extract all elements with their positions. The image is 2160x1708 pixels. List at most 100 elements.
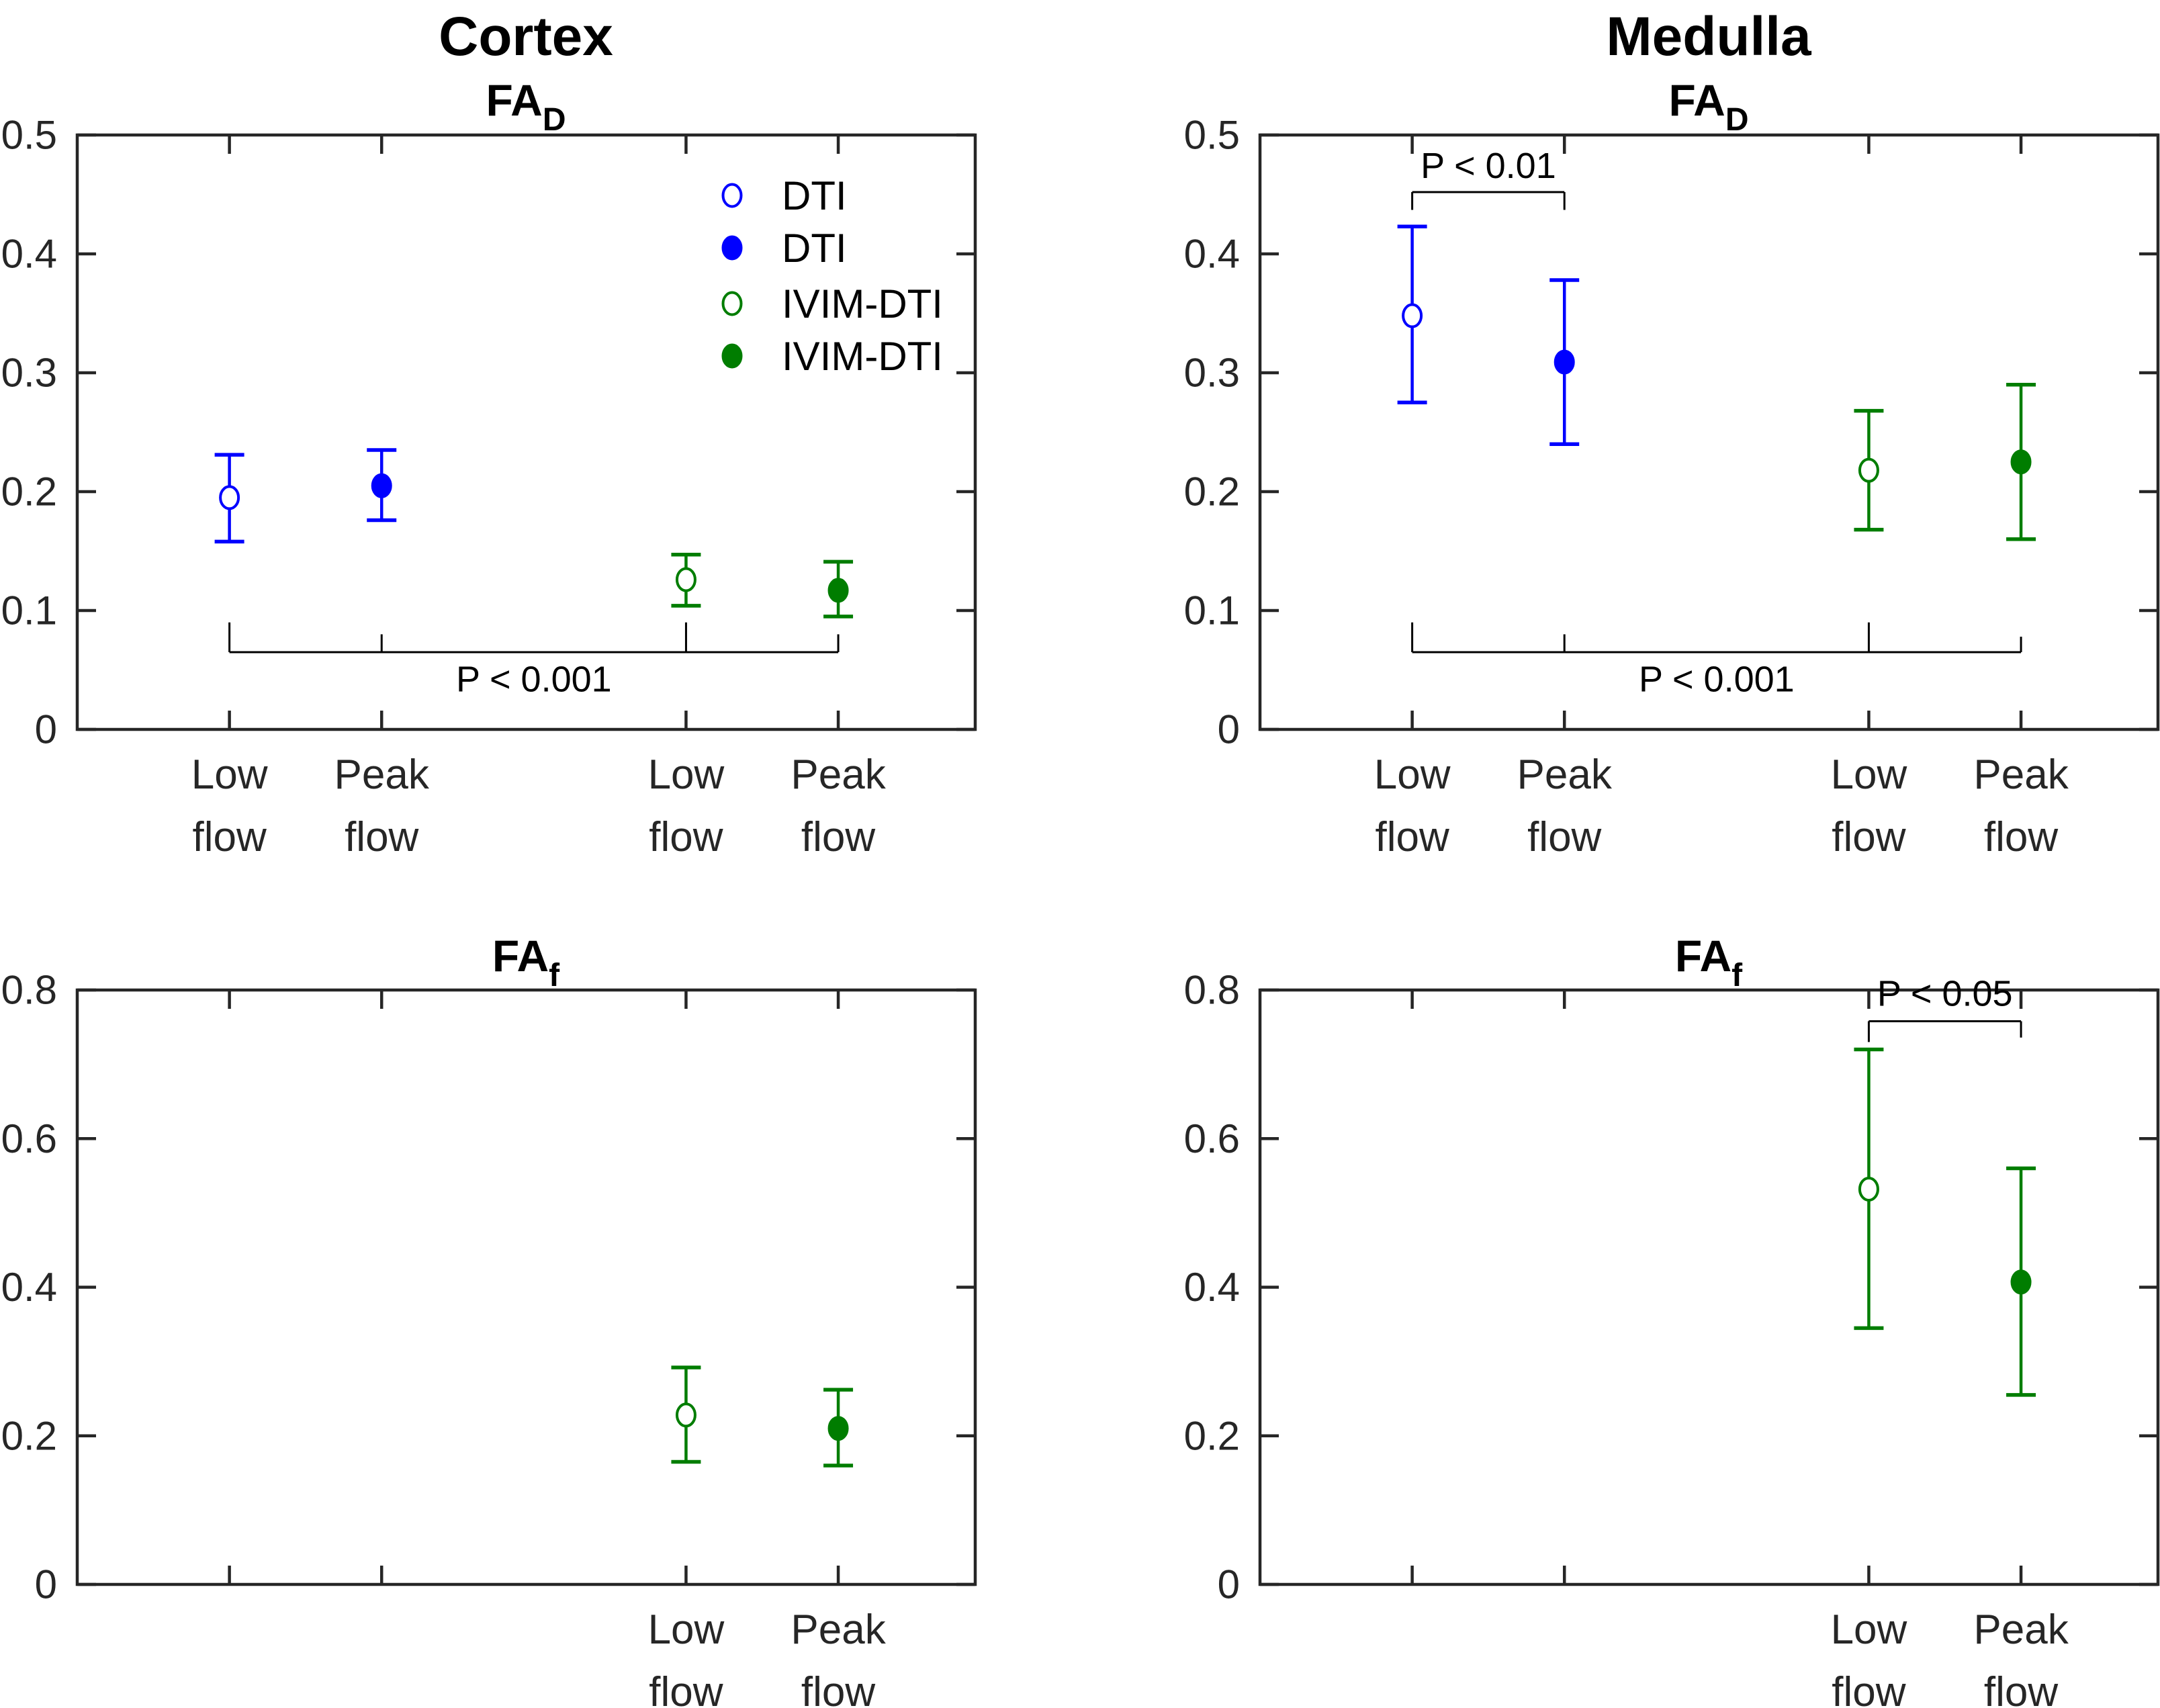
x-tick-label: flow — [1832, 814, 1905, 860]
significance-bracket — [1867, 1020, 2022, 1042]
legend-marker-filled-blue — [721, 235, 743, 261]
x-tick-label: flow — [649, 814, 723, 860]
x-tick-label: Peak — [1517, 752, 1613, 798]
y-tick-label: 0.4 — [1184, 1265, 1240, 1310]
x-tick-label: Peak — [334, 752, 430, 798]
y-tick-label: 0 — [35, 1562, 57, 1607]
y-tick-label: 0.2 — [1184, 1413, 1240, 1458]
data-point-marker — [1858, 457, 1879, 483]
subplot-title-cortex-fad: FAD — [486, 75, 566, 138]
y-tick-label: 0.8 — [1, 968, 57, 1013]
y-tick-label: 0.2 — [1, 469, 57, 514]
data-series-ivim-dti-filled — [2006, 382, 2036, 541]
x-tick-label: flow — [1527, 814, 1601, 860]
subplot-cortex-fad: 0 0.1 0.2 0.3 0.4 0.5 Low flow Peak flow Low flow Pe… — [1, 113, 977, 860]
data-point-marker — [675, 1402, 696, 1428]
y-tick-label: 0.5 — [1, 113, 57, 158]
y-tick-label: 0.4 — [1, 232, 57, 277]
x-tick-label: Peak — [1973, 1607, 2069, 1653]
legend-markers — [721, 183, 743, 369]
legend-marker-open-blue — [721, 183, 743, 208]
column-title-right: Medulla — [1606, 6, 1812, 67]
legend-marker-open-green — [721, 291, 743, 316]
subplot-title-medulla-fad: FAD — [1668, 75, 1748, 138]
x-tick-label: flow — [649, 1669, 723, 1708]
data-point-marker — [2010, 1269, 2032, 1295]
data-point-marker — [219, 485, 240, 510]
data-series-dti-filled — [1549, 278, 1580, 446]
data-point-marker — [1858, 1176, 1879, 1202]
x-tick-label: flow — [1375, 814, 1449, 860]
legend-label-dti-open: DTI — [782, 173, 847, 218]
x-tick-label: flow — [345, 814, 418, 860]
p-value-label: P < 0.01 — [1421, 146, 1556, 186]
y-tick-label: 0.2 — [1, 1413, 57, 1458]
y-tick-label: 0.1 — [1, 588, 57, 633]
significance-bracket — [228, 622, 840, 654]
data-series-ivim-dti-open — [671, 1365, 701, 1464]
y-tick-label: 0.6 — [1184, 1116, 1240, 1161]
x-tick-label: Low — [648, 752, 725, 798]
y-tick-label: 0.4 — [1184, 232, 1240, 277]
subplot-title-cortex-faf: FAf — [492, 931, 560, 993]
y-tick-label: 0.5 — [1184, 113, 1240, 158]
subplot-medulla-faf: 0 0.2 0.4 0.6 0.8 Low flow Peak flow P < 0.05 — [1184, 968, 2160, 1708]
x-tick-label: Low — [1831, 752, 1907, 798]
data-series-dti-open — [214, 453, 244, 544]
x-tick-label: flow — [1984, 814, 2058, 860]
x-tick-label: flow — [801, 814, 875, 860]
data-point-marker — [827, 1416, 849, 1441]
data-point-marker — [1402, 303, 1423, 328]
data-series-ivim-dti-filled — [823, 1388, 854, 1468]
x-tick-label: flow — [192, 814, 266, 860]
y-tick-label: 0.4 — [1, 1265, 57, 1310]
x-tick-label: Low — [1374, 752, 1451, 798]
y-tick-label: 0.1 — [1184, 588, 1240, 633]
p-value-label: P < 0.001 — [456, 660, 612, 700]
y-tick-label: 0 — [1218, 707, 1240, 752]
y-tick-label: 0.6 — [1, 1116, 57, 1161]
legend-label-ivim-filled: IVIM-DTI — [782, 334, 943, 379]
significance-bracket — [1411, 191, 1566, 210]
legend-label-dti-filled: DTI — [782, 226, 847, 271]
x-tick-label: Peak — [1973, 752, 2069, 798]
subplot-cortex-faf: 0 0.2 0.4 0.6 0.8 Low flow Peak flow — [1, 968, 977, 1708]
legend: DTI DTI IVIM-DTI IVIM-DTI — [721, 173, 943, 379]
data-point-marker — [2010, 449, 2032, 475]
legend-label-ivim-open: IVIM-DTI — [782, 281, 943, 326]
x-tick-label: Peak — [791, 752, 886, 798]
data-point-marker — [827, 578, 849, 603]
axes-frame — [75, 988, 977, 1586]
data-series-ivim-dti-filled — [2006, 1166, 2036, 1397]
subplot-medulla-fad: 0 0.1 0.2 0.3 0.4 0.5 Low flow Peak flow Low flow Pe… — [1184, 113, 2160, 860]
x-tick-label: Low — [648, 1607, 725, 1653]
data-series-ivim-dti-open — [1854, 1047, 1884, 1331]
x-tick-label: flow — [1984, 1669, 2058, 1708]
y-tick-label: 0.8 — [1184, 968, 1240, 1013]
p-value-label: P < 0.001 — [1639, 660, 1795, 700]
data-series-ivim-dti-filled — [823, 559, 854, 619]
x-tick-label: flow — [1832, 1669, 1905, 1708]
column-title-left: Cortex — [439, 6, 613, 67]
data-series-dti-open — [1397, 224, 1427, 404]
significance-bracket — [1411, 622, 2022, 654]
y-tick-label: 0.2 — [1184, 469, 1240, 514]
legend-marker-filled-green — [721, 343, 743, 369]
axes-frame — [1258, 133, 2160, 731]
data-series-dti-filled — [367, 448, 397, 523]
subplot-title-medulla-faf: FAf — [1675, 931, 1743, 993]
y-tick-label: 0.3 — [1184, 351, 1240, 396]
y-tick-label: 0.3 — [1, 351, 57, 396]
x-tick-label: flow — [801, 1669, 875, 1708]
x-tick-label: Peak — [791, 1607, 886, 1653]
data-point-marker — [371, 473, 392, 498]
x-tick-label: Low — [1831, 1607, 1907, 1653]
data-point-marker — [1554, 349, 1575, 375]
data-series-ivim-dti-open — [671, 553, 701, 608]
x-tick-label: Low — [191, 752, 268, 798]
p-value-label: P < 0.05 — [1877, 974, 2013, 1014]
y-tick-label: 0 — [1218, 1562, 1240, 1607]
axes-frame — [75, 133, 977, 731]
